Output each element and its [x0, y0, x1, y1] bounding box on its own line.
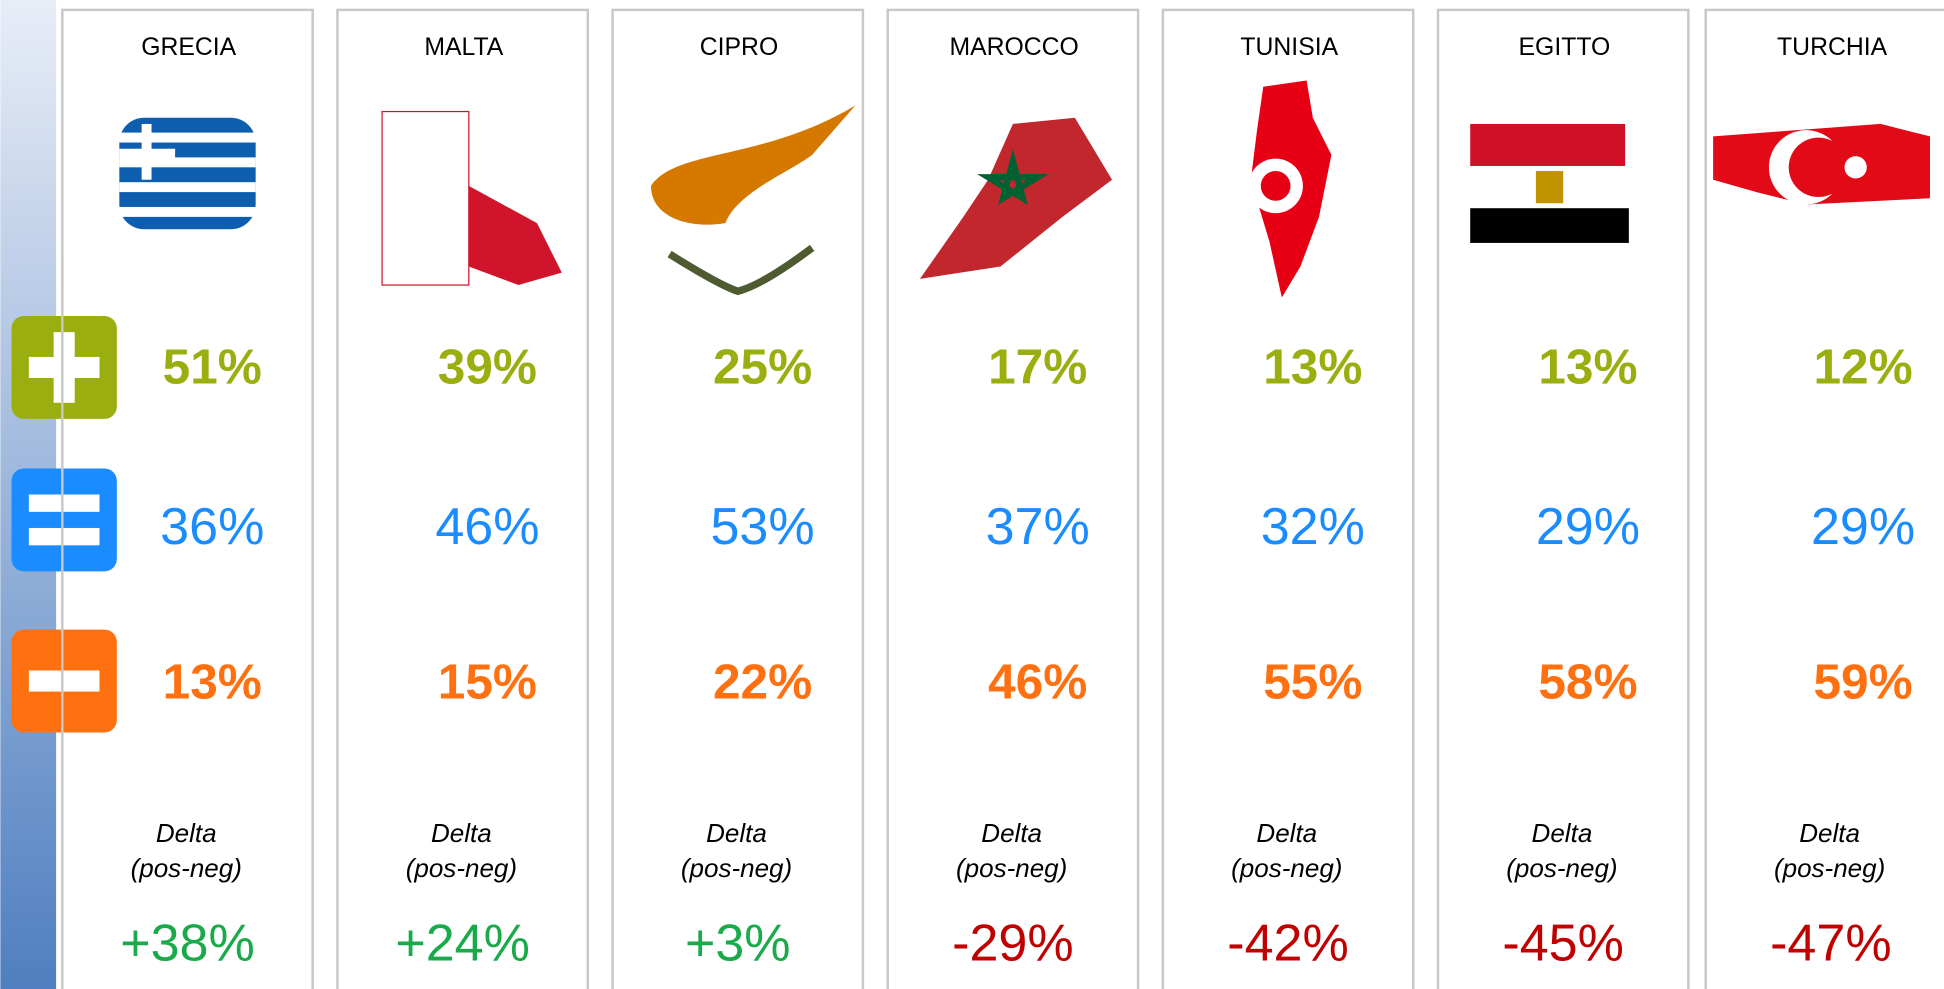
country-name: MALTA — [424, 34, 503, 61]
delta-sub: (pos-neg) — [1231, 853, 1342, 883]
flag-branch — [667, 244, 815, 296]
delta-sub: (pos-neg) — [681, 853, 792, 883]
flag-map — [381, 110, 562, 286]
country-name: EGITTO — [1519, 34, 1611, 61]
equal-value: 29% — [1811, 498, 1915, 556]
flag-cross — [141, 123, 152, 180]
negative-value: 46% — [988, 653, 1087, 709]
positive-value: 13% — [1538, 339, 1637, 395]
flag — [468, 185, 562, 286]
positive-value: 17% — [988, 339, 1087, 395]
positive-value: 25% — [713, 339, 812, 395]
delta-value: -42% — [1227, 915, 1349, 973]
delta-label: Delta — [1532, 818, 1593, 848]
column-box — [61, 8, 314, 989]
delta-label: Delta — [431, 818, 492, 848]
positive-value: 13% — [1263, 339, 1362, 395]
flag-star — [1844, 156, 1867, 179]
delta-value: +3% — [685, 915, 791, 973]
column-box — [1161, 8, 1415, 989]
plus-icon — [11, 316, 117, 419]
flag-stripe — [119, 157, 256, 168]
minus-icon — [11, 629, 117, 733]
flag-stripe — [119, 206, 256, 217]
negative-value: 59% — [1813, 653, 1912, 709]
positive-value: 51% — [163, 339, 262, 395]
flag-moon — [1788, 137, 1849, 198]
country-name: CIPRO — [700, 34, 778, 61]
column-box — [886, 8, 1140, 989]
delta-label: Delta — [706, 818, 767, 848]
column-box — [611, 8, 865, 989]
flag — [381, 110, 470, 286]
flag-stripe — [119, 182, 256, 193]
positive-value: 12% — [1813, 339, 1912, 395]
delta-label: Delta — [1256, 818, 1317, 848]
delta-sub: (pos-neg) — [406, 853, 517, 883]
negative-value: 22% — [713, 653, 812, 709]
negative-value: 58% — [1538, 653, 1637, 709]
delta-sub: (pos-neg) — [1774, 853, 1885, 883]
country-name: GRECIA — [141, 34, 236, 61]
equal-value: 37% — [986, 498, 1090, 556]
equal-value: 32% — [1261, 498, 1365, 556]
delta-label: Delta — [1799, 818, 1860, 848]
column-box — [336, 8, 590, 989]
delta-label: Delta — [981, 818, 1042, 848]
flag — [1470, 123, 1626, 167]
flag — [119, 117, 256, 230]
country-name: TURCHIA — [1777, 34, 1888, 61]
equal-icon — [11, 468, 117, 572]
negative-value: 55% — [1263, 653, 1362, 709]
flag-map — [119, 117, 256, 230]
delta-value: -47% — [1770, 915, 1892, 973]
equal-value: 46% — [435, 498, 539, 556]
flag-map — [1248, 80, 1332, 298]
delta-sub: (pos-neg) — [1506, 853, 1617, 883]
flag-map — [919, 117, 1113, 279]
flag — [1470, 208, 1629, 243]
negative-value: 13% — [163, 653, 262, 709]
equal-value: 29% — [1536, 498, 1640, 556]
flag — [651, 105, 856, 225]
delta-label: Delta — [156, 818, 217, 848]
delta-value: -45% — [1502, 915, 1624, 973]
flag-map — [1713, 123, 1931, 205]
flag — [919, 117, 1113, 279]
flag-stripe — [119, 132, 256, 143]
flag-eagle — [1535, 171, 1564, 204]
country-name: TUNISIA — [1240, 34, 1338, 61]
positive-value: 39% — [438, 339, 537, 395]
flag-star — [977, 149, 1049, 205]
equal-value: 36% — [160, 498, 264, 556]
delta-value: +38% — [120, 915, 255, 973]
country-name: MAROCCO — [949, 34, 1078, 61]
column-box — [1436, 8, 1690, 989]
flag-map — [651, 105, 856, 296]
delta-sub: (pos-neg) — [131, 853, 242, 883]
delta-sub: (pos-neg) — [956, 853, 1067, 883]
delta-value: +24% — [395, 915, 530, 973]
column-box — [1704, 8, 1944, 989]
flag-map — [1470, 123, 1629, 243]
flag-crescent — [1260, 171, 1291, 201]
negative-value: 15% — [438, 653, 537, 709]
equal-value: 53% — [710, 498, 814, 556]
delta-value: -29% — [952, 915, 1074, 973]
